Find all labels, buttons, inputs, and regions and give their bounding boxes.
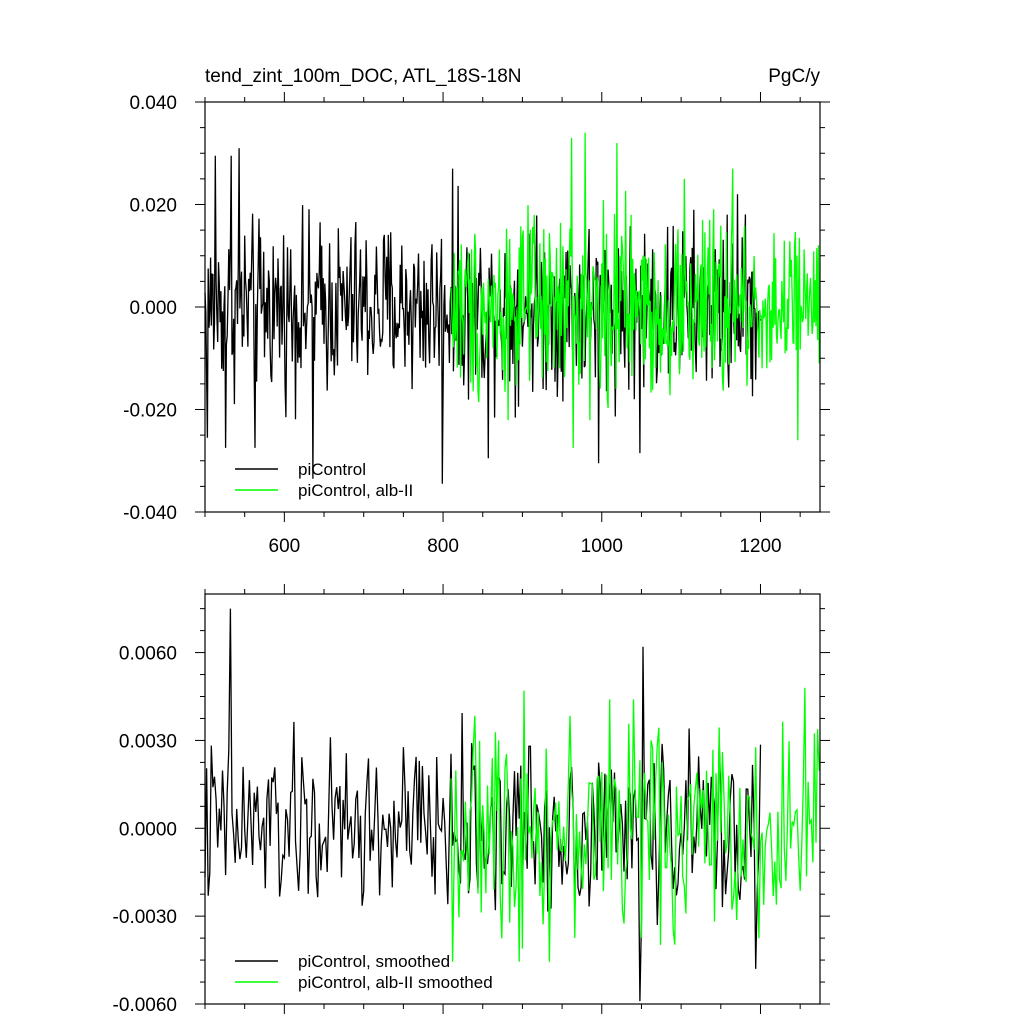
legend-label-picontrol: piControl [298, 460, 366, 479]
legend-label-picontrol-alb-ii: piControl, alb-II [298, 481, 413, 500]
y-tick-label: -0.040 [123, 503, 177, 524]
y-tick-label: 0.000 [129, 298, 177, 319]
series-line-top-2 [450, 132, 821, 448]
legend-label-picontrol-smoothed: piControl, smoothed [298, 952, 450, 971]
x-tick-label: 800 [427, 536, 459, 557]
y-tick-label: -0.0060 [113, 995, 177, 1016]
chart-bottom-y-axis: -0.0060 -0.0030 0.0000 0.0030 0.0060 [113, 608, 830, 1016]
chart-bottom-x-axis [204, 584, 801, 1014]
y-tick-label: -0.0030 [113, 907, 177, 928]
x-tick-label: 1000 [581, 536, 623, 557]
chart-bottom-series [204, 608, 820, 1002]
chart-top-series [204, 132, 821, 484]
chart-bottom-legend: piControl, smoothed piControl, alb-II sm… [235, 952, 493, 992]
chart-top: tend_zint_100m_DOC, ATL_18S-18N PgC/y 60… [123, 66, 830, 557]
chart-top-legend: piControl piControl, alb-II [235, 460, 413, 500]
chart-top-title: tend_zint_100m_DOC, ATL_18S-18N [205, 66, 522, 87]
chart-bottom: -0.0060 -0.0030 0.0000 0.0030 0.0060 piContr… [113, 584, 830, 1016]
y-tick-label: 0.040 [129, 93, 177, 114]
y-tick-label: 0.0030 [119, 731, 177, 752]
y-tick-label: 0.0000 [119, 819, 177, 840]
x-tick-label: 600 [269, 536, 301, 557]
y-tick-label: 0.0060 [119, 644, 177, 665]
chart-top-y-axis: -0.040 -0.020 0.000 0.020 0.040 [123, 93, 830, 524]
y-tick-label: -0.020 [123, 401, 177, 422]
series-line-bottom-2 [450, 687, 820, 962]
legend-label-picontrol-alb-ii-smoothed: piControl, alb-II smoothed [298, 973, 493, 992]
chart-top-units: PgC/y [768, 66, 820, 87]
x-tick-label: 1200 [739, 536, 781, 557]
chart-bottom-frame [204, 593, 821, 1005]
chart-top-x-axis: 600 800 1000 1200 [204, 92, 801, 557]
y-tick-label: 0.020 [129, 196, 177, 217]
